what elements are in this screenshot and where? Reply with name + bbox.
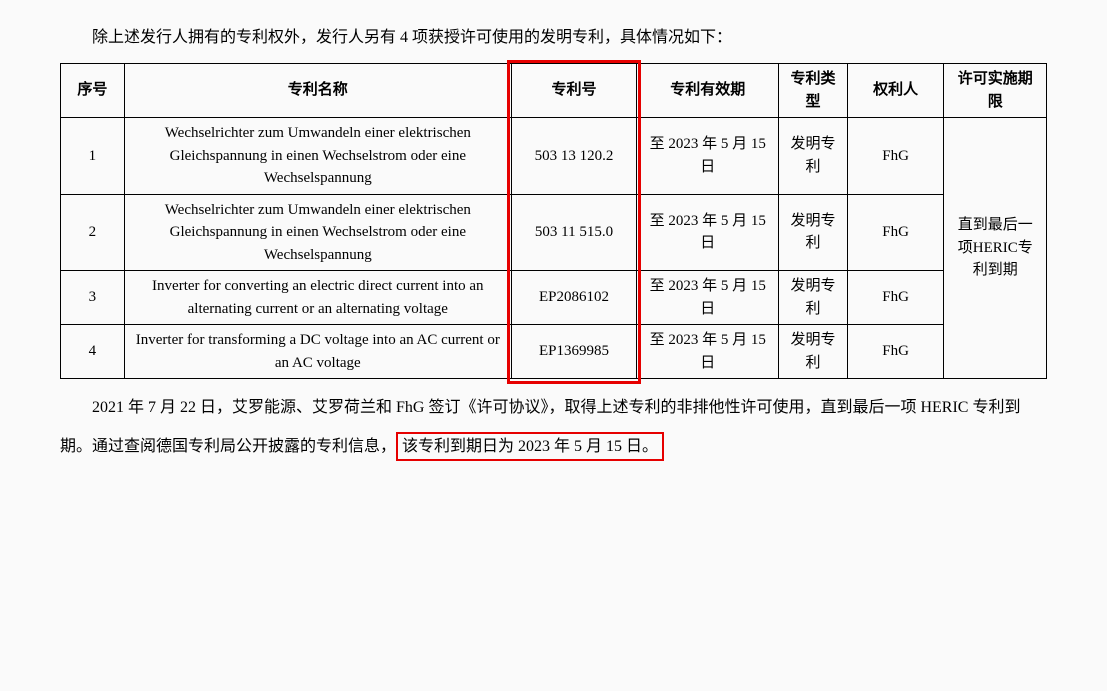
cell-patentno: EP2086102	[511, 271, 636, 325]
intro-paragraph: 除上述发行人拥有的专利权外，发行人另有 4 项获授许可使用的发明专利，具体情况如…	[60, 20, 1047, 55]
table-row: 3 Inverter for converting an electric di…	[61, 271, 1047, 325]
cell-seq: 1	[61, 118, 125, 195]
cell-validity: 至 2023 年 5 月 15 日	[637, 118, 779, 195]
cell-name: Inverter for transforming a DC voltage i…	[124, 325, 511, 379]
cell-type: 发明专利	[779, 194, 847, 271]
cell-name: Wechselrichter zum Umwandeln einer elekt…	[124, 194, 511, 271]
th-owner: 权利人	[847, 64, 944, 118]
cell-owner: FhG	[847, 118, 944, 195]
cell-type: 发明专利	[779, 325, 847, 379]
cell-type: 发明专利	[779, 118, 847, 195]
cell-validity: 至 2023 年 5 月 15 日	[637, 325, 779, 379]
table-row: 1 Wechselrichter zum Umwandeln einer ele…	[61, 118, 1047, 195]
th-license: 许可实施期限	[944, 64, 1047, 118]
th-type: 专利类型	[779, 64, 847, 118]
cell-patentno: EP1369985	[511, 325, 636, 379]
cell-seq: 4	[61, 325, 125, 379]
table-row: 4 Inverter for transforming a DC voltage…	[61, 325, 1047, 379]
th-name: 专利名称	[124, 64, 511, 118]
cell-name: Inverter for converting an electric dire…	[124, 271, 511, 325]
cell-name: Wechselrichter zum Umwandeln einer elekt…	[124, 118, 511, 195]
th-seq: 序号	[61, 64, 125, 118]
cell-seq: 2	[61, 194, 125, 271]
table-row: 2 Wechselrichter zum Umwandeln einer ele…	[61, 194, 1047, 271]
cell-type: 发明专利	[779, 271, 847, 325]
cell-owner: FhG	[847, 325, 944, 379]
cell-validity: 至 2023 年 5 月 15 日	[637, 271, 779, 325]
patent-table: 序号 专利名称 专利号 专利有效期 专利类型 权利人 许可实施期限 1 Wech…	[60, 63, 1047, 379]
cell-patentno: 503 11 515.0	[511, 194, 636, 271]
cell-patentno: 503 13 120.2	[511, 118, 636, 195]
cell-validity: 至 2023 年 5 月 15 日	[637, 194, 779, 271]
cell-license-merged: 直到最后一项HERIC专利到期	[944, 118, 1047, 379]
highlight-box-expiry-date: 该专利到期日为 2023 年 5 月 15 日。	[396, 432, 664, 462]
patent-table-wrapper: 序号 专利名称 专利号 专利有效期 专利类型 权利人 许可实施期限 1 Wech…	[60, 63, 1047, 379]
table-header-row: 序号 专利名称 专利号 专利有效期 专利类型 权利人 许可实施期限	[61, 64, 1047, 118]
cell-seq: 3	[61, 271, 125, 325]
outro-paragraph: 2021 年 7 月 22 日，艾罗能源、艾罗荷兰和 FhG 签订《许可协议》，…	[60, 389, 1047, 466]
cell-owner: FhG	[847, 271, 944, 325]
th-patentno: 专利号	[511, 64, 636, 118]
th-validity: 专利有效期	[637, 64, 779, 118]
cell-owner: FhG	[847, 194, 944, 271]
